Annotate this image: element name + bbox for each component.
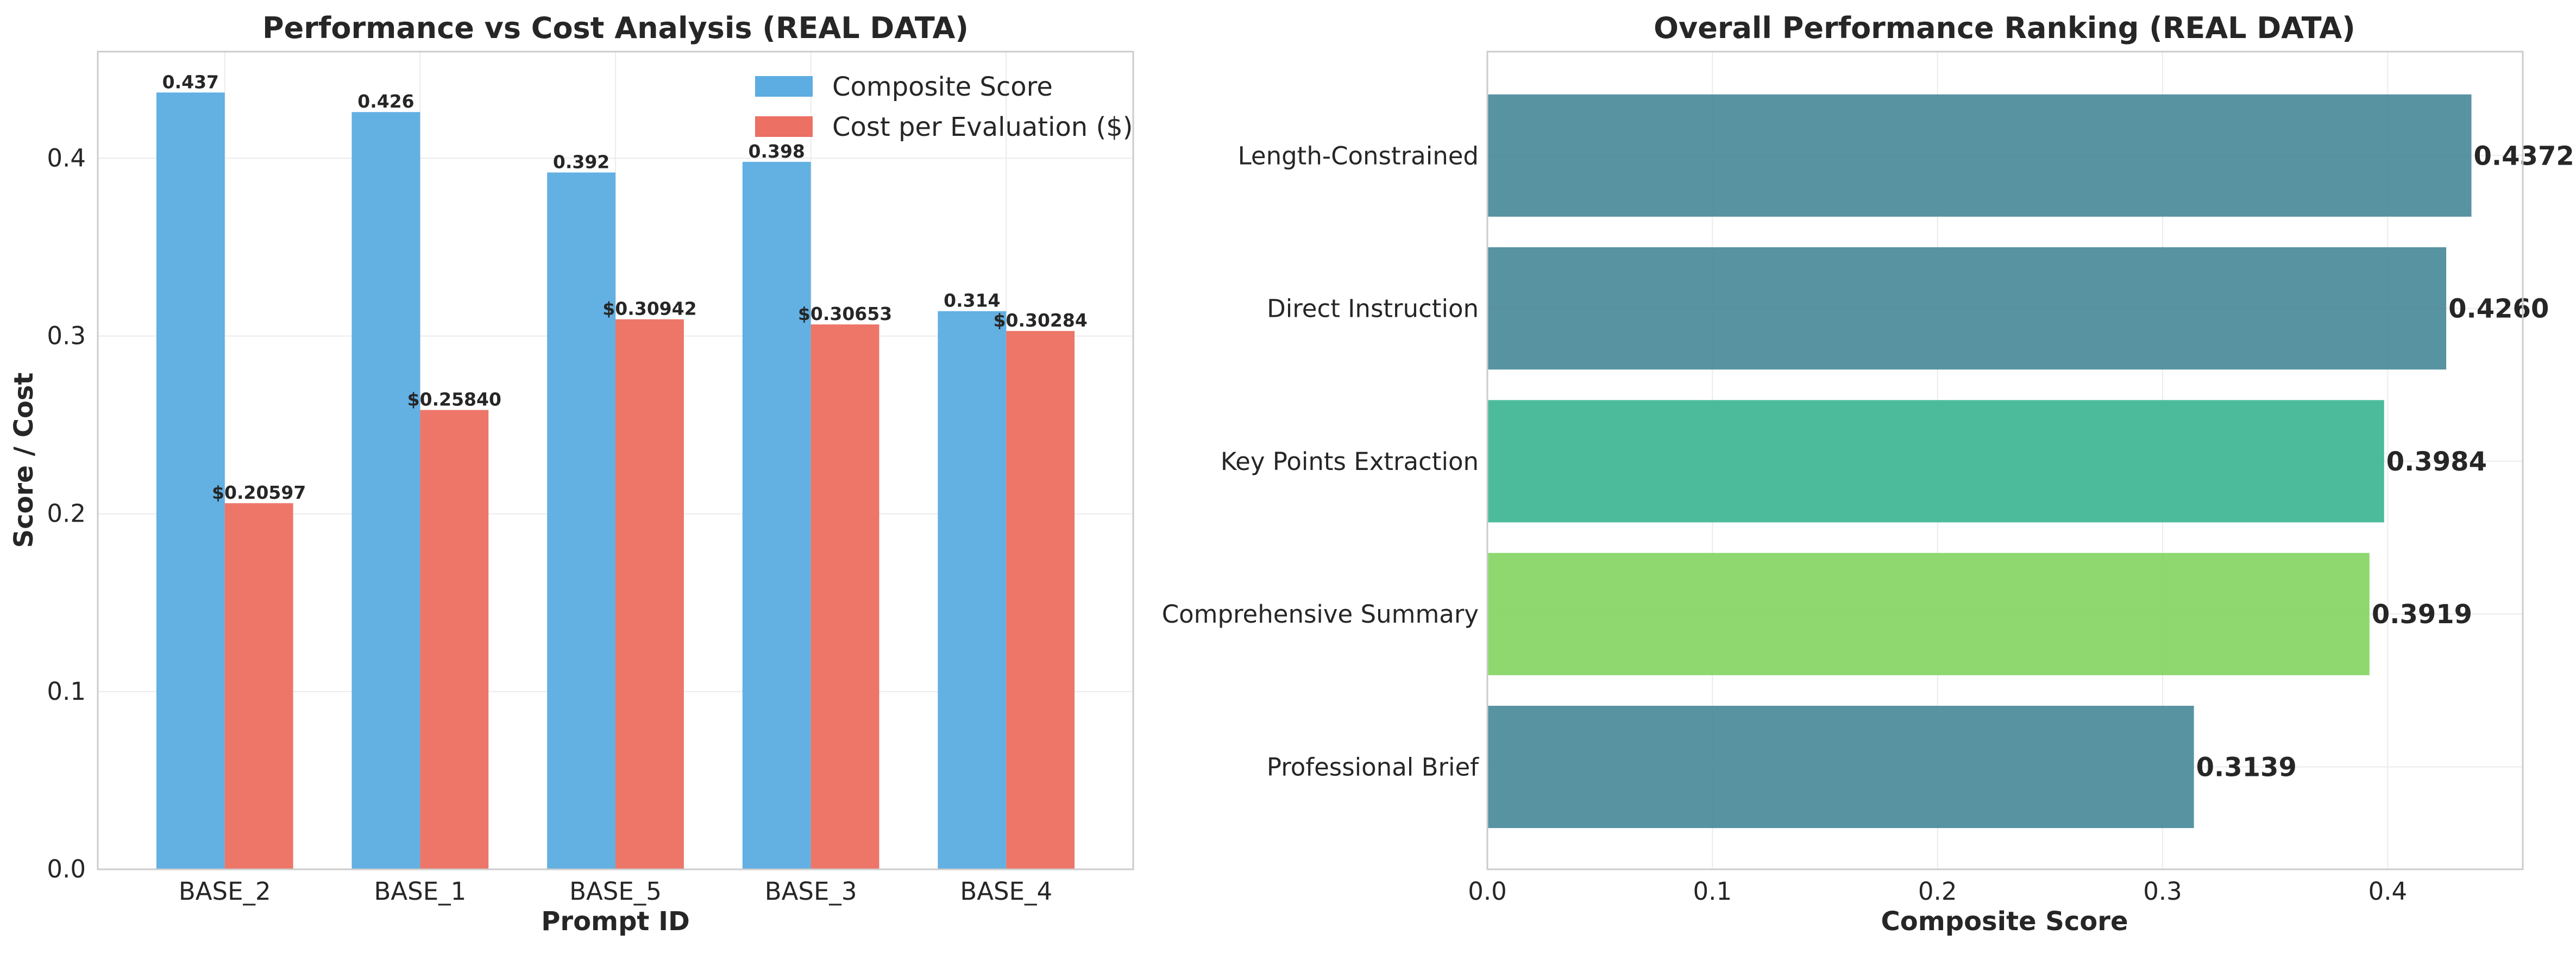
bar-composite-score — [938, 311, 1007, 870]
bar-cost-per-evaluation — [811, 324, 879, 869]
y-tick-label: 0.0 — [47, 855, 86, 883]
x-tick-label: 0.0 — [1468, 877, 1507, 906]
chart-title: Overall Performance Ranking (REAL DATA) — [1654, 11, 2355, 45]
plot-frame — [97, 51, 1134, 870]
bar-cost-per-evaluation — [1006, 331, 1075, 869]
category-labels: Length-Constrained Direct Instruction Key … — [1162, 141, 1479, 781]
bar-label-composite-score: 0.426 — [357, 91, 414, 112]
x-tick-label: 0.4 — [2368, 877, 2408, 906]
bar-composite-score — [156, 92, 225, 869]
chart-title: Performance vs Cost Analysis (REAL DATA) — [262, 11, 969, 45]
y-tick-label: 0.2 — [47, 499, 86, 528]
y-tick-label: 0.4 — [47, 143, 86, 172]
bar-label-composite-score: 0.3919 — [2372, 599, 2472, 630]
bar-composite-score — [1487, 247, 2447, 370]
bar-label-cost-per-evaluation: $0.30942 — [602, 298, 696, 319]
x-tick-label: BASE_3 — [765, 877, 857, 906]
x-tick-labels: 0.0 0.1 0.2 0.3 0.4 — [1468, 877, 2407, 906]
bar-label-composite-score: 0.3984 — [2386, 447, 2487, 477]
x-tick-label: BASE_2 — [179, 877, 271, 906]
bar-label-cost-per-evaluation: $0.30653 — [798, 303, 892, 324]
x-tick-labels: BASE_2 BASE_1 BASE_5 BASE_3 BASE_4 — [179, 877, 1052, 906]
bars — [1487, 94, 2472, 829]
bar-cost-per-evaluation — [615, 319, 684, 869]
x-tick-label: 0.1 — [1693, 877, 1732, 906]
x-tick-label: 0.2 — [1918, 877, 1957, 906]
bar-value-labels: 0.4372 0.4260 0.3984 0.3919 0.3139 — [2196, 141, 2574, 782]
legend-label-composite-score: Composite Score — [832, 72, 1053, 102]
bar-cost-per-evaluation — [224, 503, 293, 869]
bar-composite-score — [742, 161, 811, 869]
bar-composite-score — [547, 172, 615, 869]
bar-label-composite-score: 0.392 — [553, 151, 610, 172]
legend-swatch-cost-per-evaluation — [755, 116, 813, 137]
chart-performance-vs-cost: Performance vs Cost Analysis (REAL DATA)… — [9, 11, 1134, 937]
x-tick-label: BASE_4 — [960, 877, 1052, 906]
x-tick-label: BASE_5 — [569, 877, 662, 906]
bar-composite-score — [1487, 400, 2384, 523]
legend-label-cost-per-evaluation: Cost per Evaluation ($) — [832, 112, 1133, 142]
x-axis-label: Composite Score — [1881, 906, 2128, 937]
y-tick-label: 0.3 — [47, 321, 86, 350]
legend: Composite Score Cost per Evaluation ($) — [755, 72, 1133, 142]
y-axis-label: Score / Cost — [9, 373, 39, 548]
category-label: Length-Constrained — [1238, 141, 1479, 170]
bar-composite-score — [351, 112, 420, 869]
chart-performance-ranking: Overall Performance Ranking (REAL DATA) … — [1162, 11, 2574, 937]
category-label: Professional Brief — [1267, 753, 1479, 782]
plot-frame — [1486, 51, 2524, 870]
bar-label-composite-score: 0.398 — [748, 141, 805, 162]
bar-composite-score — [1487, 553, 2370, 675]
bar-label-composite-score: 0.314 — [944, 290, 1000, 311]
bar-label-composite-score: 0.4372 — [2474, 141, 2574, 171]
bar-label-cost-per-evaluation: $0.30284 — [994, 310, 1088, 331]
y-tick-label: 0.1 — [47, 677, 86, 706]
bar-composite-score — [1487, 706, 2194, 829]
bar-label-composite-score: 0.437 — [162, 71, 219, 92]
x-tick-label: 0.3 — [2143, 877, 2182, 906]
bar-label-cost-per-evaluation: $0.20597 — [212, 482, 306, 503]
bar-cost-per-evaluation — [420, 410, 489, 869]
legend-swatch-composite-score — [755, 76, 813, 97]
bar-composite-score — [1487, 94, 2472, 217]
category-label: Comprehensive Summary — [1162, 600, 1479, 629]
bar-label-cost-per-evaluation: $0.25840 — [407, 389, 501, 410]
category-label: Key Points Extraction — [1221, 447, 1479, 476]
bars — [156, 92, 1075, 870]
bar-label-composite-score: 0.3139 — [2196, 753, 2297, 783]
x-axis-label: Prompt ID — [541, 906, 690, 937]
bar-value-labels: 0.437 $0.20597 0.426 $0.25840 0.392 $0.30942 0… — [162, 71, 1088, 503]
category-label: Direct Instruction — [1267, 294, 1479, 323]
bar-label-composite-score: 0.4260 — [2448, 294, 2549, 324]
x-tick-label: BASE_1 — [374, 877, 466, 906]
y-tick-labels: 0.0 0.1 0.2 0.3 0.4 — [47, 143, 86, 883]
